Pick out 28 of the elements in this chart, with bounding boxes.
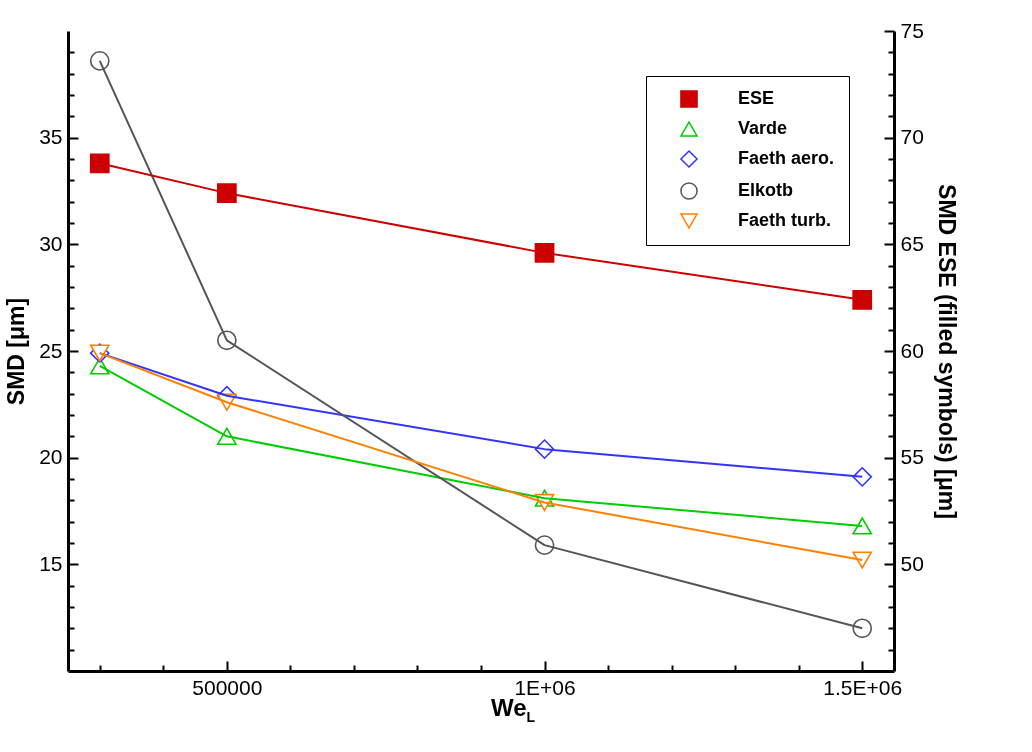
y2-tick-label: 65 [900, 231, 924, 255]
x-tick-label: 1.5E+06 [823, 675, 903, 699]
legend-label: Faeth turb. [738, 210, 831, 230]
y2-tick-label: 50 [900, 551, 924, 575]
y2-tick-label: 55 [900, 445, 924, 469]
point [89, 51, 110, 71]
legend-label: Faeth aero. [738, 148, 835, 168]
y-tick-label: 15 [39, 551, 63, 575]
point [852, 618, 873, 639]
y-tick-label: 35 [39, 125, 63, 149]
legend-label: ESE [738, 88, 775, 108]
y-tick-label: 30 [39, 231, 63, 255]
legend-label: Elkotb [738, 180, 794, 200]
y2-tick-label: 70 [900, 125, 924, 149]
point [852, 517, 873, 535]
point [852, 289, 873, 310]
point [852, 551, 873, 569]
y2-tick-label: 75 [900, 18, 924, 42]
y2-tick-label: 60 [900, 338, 924, 362]
point [852, 466, 873, 487]
y2-axis-title: SMD ESE (filled symbols) [μm] [933, 184, 960, 519]
y-axis-title: SMD [μm] [3, 297, 30, 406]
y-tick-label: 20 [39, 445, 63, 469]
point [89, 153, 110, 174]
x-tick-label: 500000 [192, 675, 263, 699]
y-tick-label: 25 [39, 338, 63, 362]
legend-label: Varde [738, 118, 788, 138]
point [216, 183, 237, 204]
